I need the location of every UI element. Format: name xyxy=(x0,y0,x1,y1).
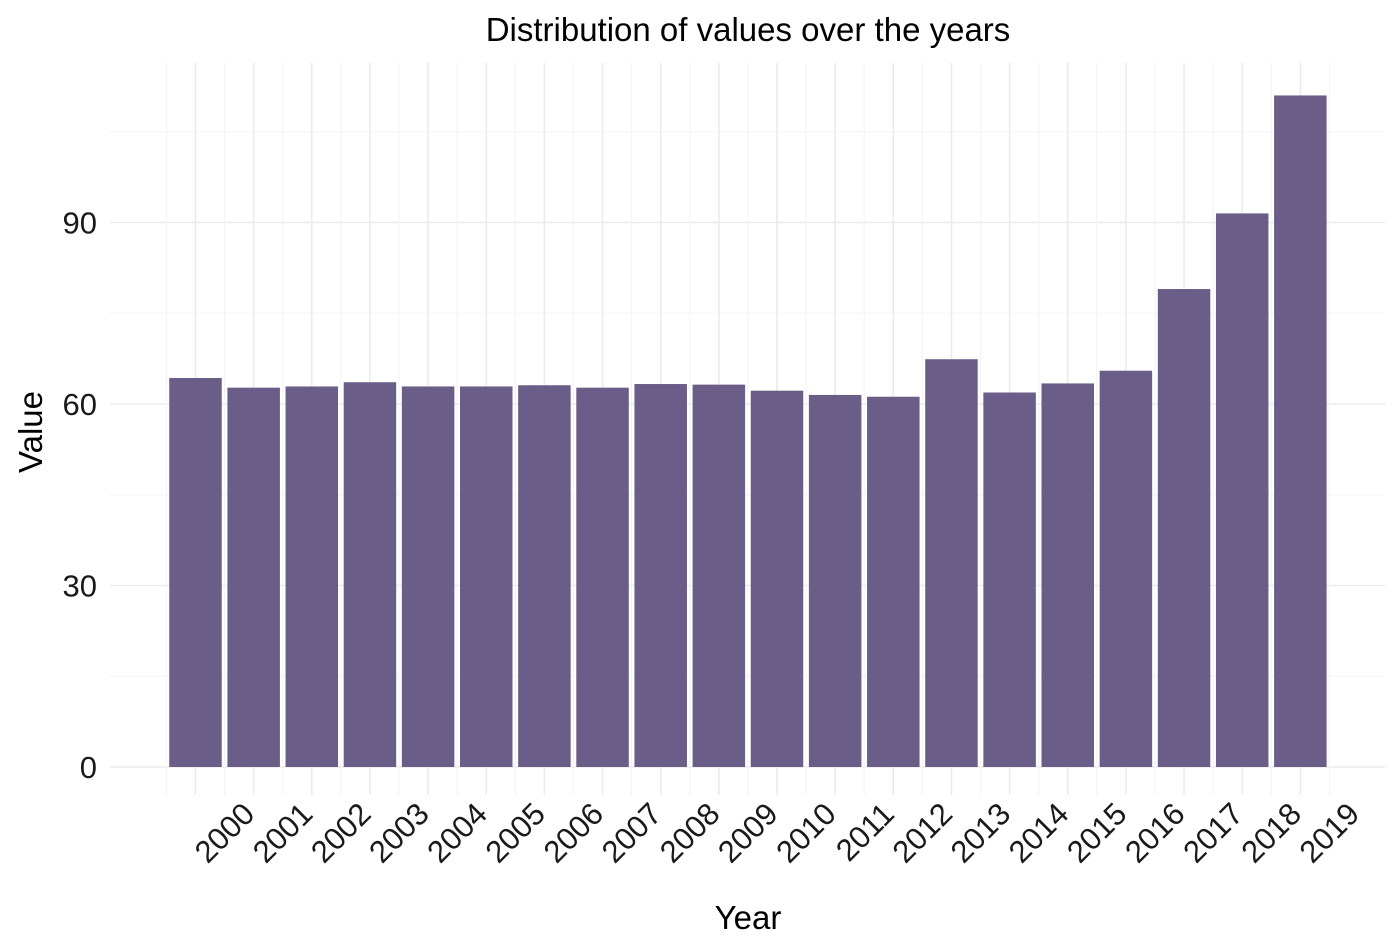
y-tick-label: 30 xyxy=(63,569,97,604)
bar-2002 xyxy=(285,386,339,767)
x-tick-label: 2018 xyxy=(1234,796,1308,870)
x-tick-label: 2014 xyxy=(1002,796,1076,870)
chart-title: Distribution of values over the years xyxy=(486,11,1011,48)
y-tick-label: 90 xyxy=(63,206,97,241)
bar-2011 xyxy=(808,394,862,767)
x-tick-label: 2002 xyxy=(304,796,378,870)
x-tick-label: 2011 xyxy=(829,796,901,868)
bar-2004 xyxy=(401,386,455,767)
bar-2005 xyxy=(460,386,513,767)
x-tick-label: 2005 xyxy=(479,796,553,870)
bar-2018 xyxy=(1215,213,1269,768)
x-tick-label: 2006 xyxy=(537,796,611,870)
y-tick-label: 60 xyxy=(63,387,97,422)
bar-2019 xyxy=(1274,95,1327,767)
x-tick-label: 2009 xyxy=(711,796,785,870)
bars xyxy=(169,95,1327,768)
y-tick-label: 0 xyxy=(80,750,97,785)
bar-2000 xyxy=(169,377,222,767)
x-tick-label: 2000 xyxy=(188,796,262,870)
x-tick-label: 2015 xyxy=(1060,796,1134,870)
y-axis-tick-labels: 0 30 60 90 xyxy=(63,206,97,786)
x-axis-tick-labels: 2000200120022003200420052006200720082009… xyxy=(188,796,1366,870)
x-tick-label: 2007 xyxy=(595,796,669,870)
bar-2016 xyxy=(1099,370,1153,767)
y-axis-title: Value xyxy=(12,391,49,473)
bar-2014 xyxy=(983,392,1036,767)
x-tick-label: 2012 xyxy=(886,796,960,870)
bar-2006 xyxy=(518,385,571,767)
x-axis-title: Year xyxy=(715,899,782,936)
bar-2013 xyxy=(925,359,978,767)
bar-2010 xyxy=(750,390,804,767)
x-tick-label: 2003 xyxy=(362,796,436,870)
x-tick-label: 2016 xyxy=(1118,796,1192,870)
bar-2001 xyxy=(227,387,280,767)
x-tick-label: 2013 xyxy=(944,796,1018,870)
x-tick-label: 2017 xyxy=(1176,796,1250,870)
bar-2012 xyxy=(867,396,920,767)
x-tick-label: 2004 xyxy=(420,796,494,870)
bar-2015 xyxy=(1041,383,1094,767)
bar-2007 xyxy=(576,387,629,767)
x-tick-label: 2010 xyxy=(769,796,843,870)
bar-2017 xyxy=(1157,289,1211,767)
x-tick-label: 2001 xyxy=(246,796,320,870)
bar-2008 xyxy=(634,384,687,767)
x-tick-label: 2019 xyxy=(1293,796,1367,870)
bar-2009 xyxy=(692,384,746,767)
bar-2003 xyxy=(343,382,397,767)
x-tick-label: 2008 xyxy=(653,796,727,870)
